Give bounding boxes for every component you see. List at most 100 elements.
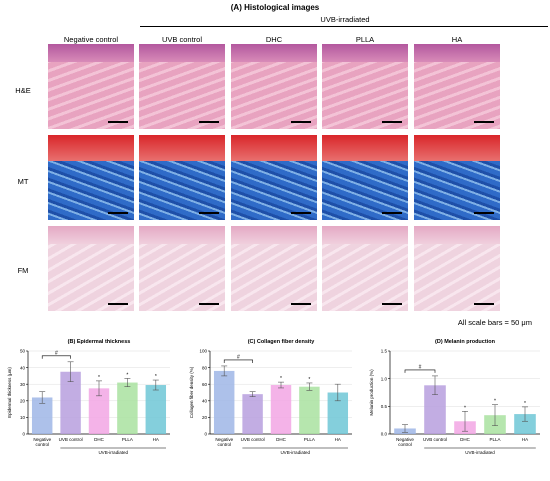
uvb-group-label: UVB-irradiated xyxy=(320,15,370,24)
histology-image-he-0 xyxy=(48,44,134,129)
figure-title: (A) Histological images xyxy=(230,3,320,12)
histology-image-he-4 xyxy=(414,44,500,129)
bracket-symbol: # xyxy=(55,350,58,356)
epidermis-band xyxy=(231,44,317,62)
x-tick-label: Negative xyxy=(33,437,51,442)
scale-bar xyxy=(474,121,494,123)
chart-title: (D) Melanin production xyxy=(435,339,496,345)
scale-bar xyxy=(291,121,311,123)
x-tick-label: HA xyxy=(522,437,528,442)
histology-image-mt-4 xyxy=(414,135,500,220)
y-tick-label: 40 xyxy=(202,399,208,404)
x-tick-label: DHC xyxy=(94,437,104,442)
scale-bar xyxy=(108,212,128,214)
histology-image-mt-1 xyxy=(139,135,225,220)
scale-bar xyxy=(474,212,494,214)
chart-title: (B) Epidermal thickness xyxy=(68,339,131,345)
x-tick-label: PLLA xyxy=(122,437,133,442)
epidermis-band xyxy=(322,226,408,244)
epidermis-band xyxy=(231,226,317,244)
scale-bar xyxy=(382,121,402,123)
scale-bar xyxy=(108,303,128,305)
uvb-group-line xyxy=(140,26,548,27)
scale-bar xyxy=(291,212,311,214)
scale-bar xyxy=(474,303,494,305)
x-tick-label: UVB control xyxy=(241,437,265,442)
epidermis-band xyxy=(414,135,500,161)
x-tick-label: Negative xyxy=(215,437,233,442)
group-label: UVB-irradiated xyxy=(98,450,128,455)
x-tick-label: DHC xyxy=(460,437,470,442)
epidermis-band xyxy=(48,226,134,244)
scale-bar xyxy=(108,121,128,123)
scale-bar xyxy=(199,121,219,123)
bar-4 xyxy=(514,414,536,434)
epidermis-band xyxy=(139,44,225,62)
y-tick-label: 30 xyxy=(20,382,26,387)
bracket-symbol: # xyxy=(237,354,240,360)
y-tick-label: 50 xyxy=(20,349,26,354)
scale-bar xyxy=(199,303,219,305)
bar-1 xyxy=(424,385,446,434)
y-tick-label: 100 xyxy=(199,349,207,354)
x-tick-label: DHC xyxy=(276,437,286,442)
scale-bar xyxy=(382,212,402,214)
x-tick-label: PLLA xyxy=(489,437,500,442)
column-label-plla: PLLA xyxy=(355,35,375,44)
epidermis-band xyxy=(231,135,317,161)
x-tick-label: control xyxy=(217,442,231,447)
group-label: UVB-irradiated xyxy=(280,450,310,455)
bar-2 xyxy=(270,385,292,434)
histology-image-mt-2 xyxy=(231,135,317,220)
significance-marker: * xyxy=(494,399,496,405)
y-axis-label: Melanin production (%) xyxy=(369,369,374,416)
bar-3 xyxy=(299,386,320,434)
histology-image-fm-3 xyxy=(322,226,408,311)
row-label-he: H&E xyxy=(15,86,31,95)
y-tick-label: 80 xyxy=(202,365,208,370)
significance-marker: * xyxy=(126,372,128,378)
histology-image-he-2 xyxy=(231,44,317,129)
scale-bar xyxy=(382,303,402,305)
bar-1 xyxy=(60,371,81,434)
histology-image-fm-1 xyxy=(139,226,225,311)
bar-4 xyxy=(145,385,167,434)
comparison-bracket xyxy=(404,369,436,373)
histology-image-mt-0 xyxy=(48,135,134,220)
histology-image-fm-4 xyxy=(414,226,500,311)
epidermis-band xyxy=(139,135,225,161)
x-tick-label: HA xyxy=(153,437,159,442)
significance-marker: * xyxy=(155,374,157,380)
histology-image-he-1 xyxy=(139,44,225,129)
row-label-mt: MT xyxy=(17,177,29,186)
bar-1 xyxy=(242,394,263,434)
chart-title: (C) Collagen fiber density xyxy=(248,339,316,345)
y-axis-label: Epidermal thickness (μm) xyxy=(7,367,12,418)
column-label-negative-control: Negative control xyxy=(63,35,119,44)
epidermis-band xyxy=(414,44,500,62)
y-tick-label: 0 xyxy=(22,432,25,437)
x-tick-label: UVB control xyxy=(423,437,447,442)
column-label-ha: HA xyxy=(451,35,463,44)
bar-2 xyxy=(88,388,110,434)
epidermis-band xyxy=(139,226,225,244)
y-tick-label: 0.0 xyxy=(381,432,388,437)
epidermis-band xyxy=(414,226,500,244)
significance-marker: * xyxy=(98,375,100,381)
epidermis-band xyxy=(48,44,134,62)
epidermis-band xyxy=(322,44,408,62)
y-tick-label: 60 xyxy=(202,382,208,387)
histology-image-he-3 xyxy=(322,44,408,129)
column-label-uvb-control: UVB control xyxy=(161,35,203,44)
scale-bar xyxy=(199,212,219,214)
y-axis-label: Collagen fiber density (%) xyxy=(189,366,194,418)
bracket-symbol: # xyxy=(419,364,422,370)
significance-marker: * xyxy=(280,376,282,382)
y-tick-label: 0.5 xyxy=(381,404,388,409)
histology-image-mt-3 xyxy=(322,135,408,220)
y-tick-label: 20 xyxy=(20,399,26,404)
epidermis-band xyxy=(48,135,134,161)
row-label-fm: FM xyxy=(17,266,29,275)
significance-marker: * xyxy=(308,377,310,383)
bar-0 xyxy=(31,397,53,434)
